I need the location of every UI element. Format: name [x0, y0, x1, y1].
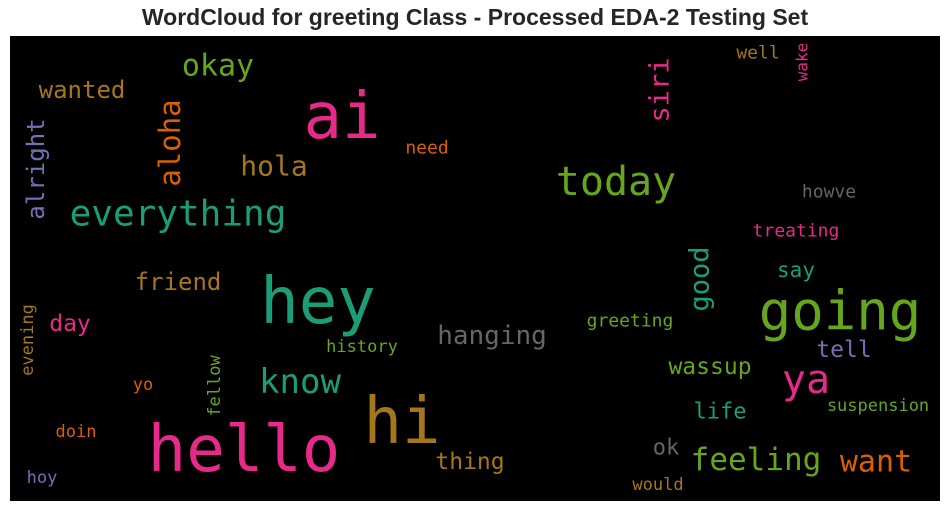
word-evening: evening [18, 304, 38, 376]
word-yo: yo [133, 375, 153, 395]
word-hi: hi [363, 385, 440, 459]
word-would: would [632, 475, 683, 495]
cloud-background [10, 36, 940, 501]
word-say: say [777, 258, 815, 282]
word-feeling: feeling [691, 442, 822, 478]
chart-title: WordCloud for greeting Class - Processed… [141, 4, 809, 30]
word-fellow: fellow [205, 355, 225, 417]
word-howve: howve [802, 182, 856, 203]
word-hello: hello [148, 413, 341, 487]
word-alright: alright [22, 118, 50, 219]
word-day: day [49, 311, 91, 337]
word-wake: wake [793, 43, 812, 82]
word-want: want [840, 445, 912, 480]
word-ai: ai [303, 80, 380, 154]
word-history: history [326, 337, 398, 357]
word-siri: siri [645, 57, 676, 122]
word-wassup: wassup [668, 354, 751, 380]
word-good: good [685, 246, 716, 311]
word-treating: treating [753, 221, 840, 242]
word-aloha: aloha [153, 99, 187, 186]
word-friend: friend [135, 268, 222, 296]
word-hey: hey [260, 265, 376, 339]
word-group: helloheyhiaigoingtodayyaeverythingknowfe… [18, 43, 929, 496]
word-okay: okay [182, 49, 254, 84]
word-hoy: hoy [27, 468, 58, 488]
word-cloud: helloheyhiaigoingtodayyaeverythingknowfe… [10, 36, 940, 501]
word-hola: hola [240, 150, 307, 183]
word-need: need [405, 138, 448, 159]
word-suspension: suspension [827, 396, 929, 416]
word-know: know [259, 362, 341, 402]
word-life: life [694, 400, 747, 425]
word-today: today [556, 159, 676, 205]
word-well: well [736, 43, 779, 64]
word-tell: tell [816, 337, 871, 363]
word-going: going [759, 280, 922, 343]
word-wanted: wanted [39, 76, 126, 104]
word-greeting: greeting [587, 311, 674, 332]
word-everything: everything [70, 194, 287, 235]
word-hanging: hanging [437, 321, 547, 351]
word-thing: thing [435, 449, 504, 475]
word-doin: doin [56, 422, 97, 442]
word-ya: ya [782, 357, 830, 403]
word-ok: ok [653, 436, 680, 461]
